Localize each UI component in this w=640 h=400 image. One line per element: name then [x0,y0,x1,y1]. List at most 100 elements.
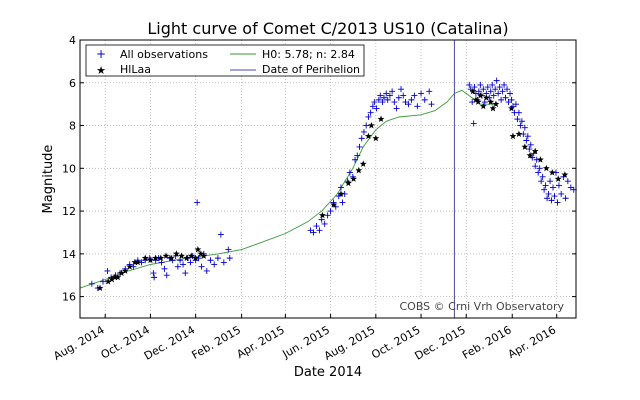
observation-point [426,88,433,95]
legend-label: All observations [120,48,208,61]
observation-point [151,274,158,281]
observation-point [544,195,551,202]
observation-point [180,261,187,268]
observation-point [550,184,557,191]
x-tick-label: Apr. 2016 [506,323,558,361]
y-axis-label: Magnitude [41,145,56,214]
observation-point [194,199,201,206]
observation-point [501,81,508,88]
observation-point [532,163,539,170]
y-tick-label: 6 [69,77,76,90]
hllaa-point [476,92,484,99]
observation-point [354,152,361,159]
legend: + All observations ★ HlLaa H0: 5.78; n: … [85,44,365,77]
observation-point [104,267,111,274]
observation-point [539,173,546,180]
hllaa-point [141,254,149,262]
observation-point [346,169,353,176]
observation-point [318,216,325,223]
y-tick-label: 12 [62,205,76,218]
observation-point [502,94,509,101]
observation-point [395,94,402,101]
observation-point [313,223,320,230]
hllaa-point [542,164,550,172]
observation-point [389,88,396,95]
observation-point [492,86,499,93]
observation-point [358,135,365,142]
observation-point [158,259,165,266]
hllaa-point [108,275,116,283]
observation-point [207,257,214,264]
observation-point [367,109,374,116]
y-tick-label: 14 [62,248,76,261]
observation-point [499,88,506,95]
x-tick-label: Aug. 2014 [51,323,106,362]
plot-frame [79,39,577,319]
x-tick-label: Aug. 2015 [322,323,377,362]
observation-point [161,265,168,272]
hllaa-point [167,254,175,262]
y-tick-label: 10 [62,162,76,175]
observation-point [174,263,181,270]
x-axis-label: Date 2014 [294,365,362,380]
hllaa-point [355,166,363,174]
hllaa-point [96,284,104,291]
observation-point [514,116,521,123]
x-tick-label: Dec. 2015 [413,323,468,362]
hllaa-point [126,263,134,270]
observation-point [393,105,400,112]
hllaa-point [187,252,195,259]
hllaa-point [104,278,112,285]
observation-point [490,92,497,99]
observation-point [327,208,334,215]
observation-point [182,270,189,277]
hllaa-point [531,147,539,155]
observation-point [548,197,555,204]
hllaa-point [554,175,562,182]
observation-point [398,86,405,93]
x-tick-label: Feb. 2015 [189,323,243,361]
observation-point [470,120,477,127]
observation-point [564,178,571,185]
observation-point [198,263,205,270]
observation-point [316,227,323,234]
observation-point [163,272,170,279]
observation-point [383,90,390,97]
observation-point [377,92,384,99]
hllaa-point [509,132,517,140]
observation-point [214,255,221,262]
model-curve [79,89,496,289]
grid [80,39,576,318]
observation-point [379,99,386,106]
hllaa-point [487,98,495,105]
legend-box [85,44,365,77]
hllaa-point [111,273,119,281]
legend-label: Date of Perihelion [262,63,360,76]
observation-point [428,101,435,108]
observation-point [324,212,331,219]
chart-title: Light curve of Comet C/2013 US10 (Catali… [147,19,508,38]
y-tick-label: 4 [69,34,76,47]
hllaa-point [337,190,345,197]
observation-point [504,86,511,93]
observation-point [541,186,548,193]
observation-point [535,169,542,176]
observation-point [523,137,530,144]
hllaa-point [114,273,122,281]
hllaa-point [147,256,154,264]
observation-point [487,88,494,95]
observation-point [489,81,496,88]
observation-point [384,96,391,103]
y-tick-label: 16 [62,291,76,304]
observation-point [545,190,552,197]
legend-label: HlLaa [120,63,151,76]
hllaa-observations [96,87,569,291]
hllaa-point [319,211,326,219]
legend-entry-model: H0: 5.78; n: 2.84 [230,48,355,61]
y-tick-label: 8 [69,120,76,133]
observation-point [337,184,344,191]
observation-point [521,124,528,131]
observation-point [421,96,428,103]
hllaa-point [200,252,208,259]
